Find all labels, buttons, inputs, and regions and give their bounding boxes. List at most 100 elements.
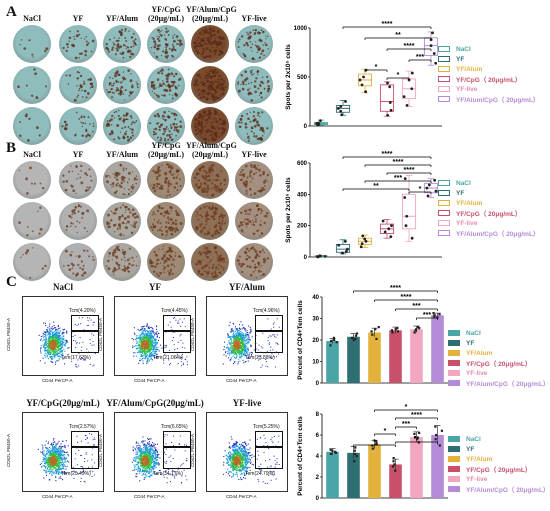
data-point [354,334,358,337]
data-point [434,189,438,193]
legend-label: YF/Alum/CpG（ 20μg/mL） [466,487,550,494]
legend-swatch [448,476,460,482]
legend-item: NaCl [448,328,549,338]
y-tick-label: 4 [316,454,320,460]
tem-gate [163,331,191,353]
data-point [333,338,336,342]
well [235,202,273,240]
legend-swatch [438,200,450,206]
significance-label: *** [394,175,402,182]
data-point [388,101,392,104]
y-tick-label: 8 [316,412,320,418]
bar [326,451,339,498]
well [13,243,51,281]
panel-b-label: B [6,140,17,156]
data-point [394,328,397,331]
data-point [354,446,357,449]
well [103,66,141,104]
legend-label: YF [466,445,475,453]
significance-label: *** [402,421,410,428]
data-point [383,230,387,234]
legend-label: YF-live [466,369,488,377]
well [13,202,51,240]
well [147,161,185,199]
tcm-gate [255,431,283,447]
tem-gate [71,447,99,469]
data-point [410,236,414,240]
data-point [405,104,409,107]
tcm-percent: Tcm(6.65%) [161,424,188,430]
significance-label: **** [404,43,415,50]
y-tick-label: 0 [316,381,320,387]
data-point [410,71,414,75]
legend-item: YF/Alum/CpG（ 20μg/mL） [448,484,549,494]
data-point [438,444,441,447]
data-point [392,460,395,463]
flow-plot: Tcm(6.65%) Tem(34.17%) [114,412,196,492]
y-tick-label: 0 [316,496,320,502]
legend-swatch [438,76,450,82]
bar [347,336,360,383]
data-point [329,344,332,347]
y-axis-label: Percent of CD4+Tcm cells [297,416,304,496]
data-point [425,186,429,190]
data-point [440,429,444,432]
data-point [339,109,343,113]
significance-label: *** [412,303,420,310]
data-point [413,331,416,334]
data-point [364,239,368,243]
column-label: YF/Alum/CpG (20μg/mL) [186,141,237,159]
data-point [360,83,364,87]
data-point [433,178,437,182]
tcm-percent: Tcm(4.20%) [69,308,96,314]
data-point [375,440,378,443]
legend-item: YF [448,338,549,348]
data-point [436,316,439,319]
legend-label: YF [466,339,475,347]
significance-label: *** [416,54,424,61]
data-point [386,113,389,117]
legend-swatch [448,486,460,492]
legend-item: YF/Alum [448,348,549,358]
well [191,202,229,240]
well [103,243,141,281]
tcm-percent: Tcm(4.45%) [161,308,188,314]
flow-y-axis-label: CD62L PB450-A [190,317,196,352]
flow-plot-title: YF [149,282,161,292]
column-label: YF/Alum [106,14,138,23]
legend-label: NaCl [466,329,481,337]
tcm-gate [71,315,99,331]
legend-label: YF/CpG（ 20μg/mL） [466,467,532,474]
well [147,107,185,145]
well [235,161,273,199]
legend-label: YF/Alum [466,349,493,357]
data-point [329,339,333,343]
chart-b-legend: NaCl YF YF/Alum YF/CpG（ 20μg/mL） YF-live YF/A… [438,178,539,238]
data-point [337,243,341,247]
box [379,84,395,112]
bar [410,437,423,498]
well [103,107,141,145]
legend-item: YF/Alum [438,198,539,208]
data-point [388,85,392,89]
flow-plot-title: YF-live [232,398,262,408]
legend-item: NaCl [448,434,549,444]
column-label: NaCl [23,150,41,159]
legend-item: YF/CpG（ 20μg/mL） [438,208,539,218]
data-point [434,61,438,65]
legend-swatch [448,456,460,462]
legend-label: YF [456,55,465,63]
legend-item: YF [438,188,539,198]
data-point [329,452,332,455]
flow-y-axis-label: CD62L PB450-A [190,433,196,468]
legend-swatch [438,56,450,62]
tem-percent: Tem(17.63%) [61,355,91,361]
legend-swatch [448,370,460,376]
legend-swatch [438,86,450,92]
well [59,243,97,281]
significance-label: *** [423,312,431,319]
significance-label: **** [382,151,393,158]
significance-label: ** [373,183,379,190]
